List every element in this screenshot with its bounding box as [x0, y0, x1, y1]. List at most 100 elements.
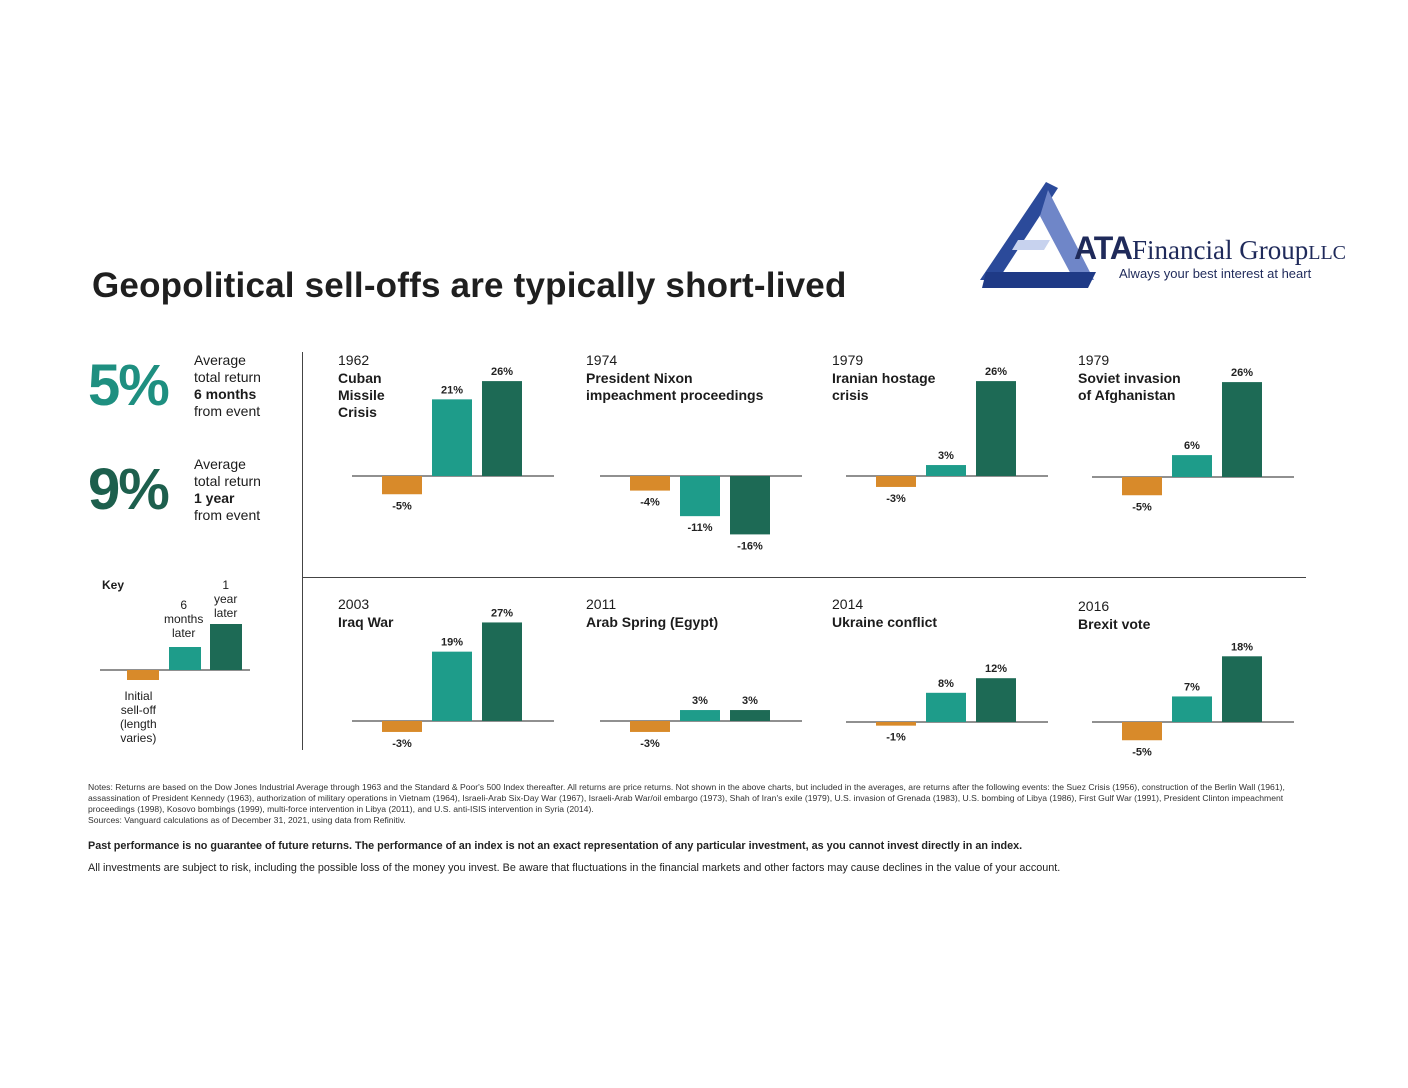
bar-value-label: 26%	[985, 366, 1007, 378]
notes: Notes: Returns are based on the Dow Jone…	[88, 782, 1310, 826]
bar-chart: -1% 8% 12%	[846, 663, 1048, 744]
page-title: Geopolitical sell-offs are typically sho…	[92, 266, 847, 305]
one-year-bar	[482, 622, 522, 721]
event-title-line: Cuban	[338, 370, 382, 386]
selloff-bar	[1122, 722, 1162, 741]
bar-chart: -5% 7% 18%	[1092, 641, 1294, 758]
event-title-line: of Afghanistan	[1078, 387, 1176, 403]
event-chart: 2003 Iraq War -3% 19% 27%	[338, 596, 568, 806]
key-one-year-bar	[210, 624, 242, 670]
bar-value-label: 3%	[692, 695, 708, 707]
selloff-bar	[1122, 477, 1162, 496]
event-year: 1974	[586, 352, 618, 368]
notes-text: Notes: Returns are based on the Dow Jone…	[88, 782, 1285, 814]
bar-value-label: -11%	[687, 522, 712, 534]
bar-value-label: -4%	[640, 497, 660, 509]
event-title-line: crisis	[832, 387, 869, 403]
event-title-line: Arab Spring (Egypt)	[586, 614, 719, 630]
event-title: Soviet invasion of Afghanistan	[1078, 370, 1181, 404]
event-title-line: impeachment proceedings	[586, 387, 764, 403]
event-title-line: Iraq War	[338, 614, 394, 630]
event-title-line: Ukraine conflict	[832, 614, 938, 630]
event-title: Ukraine conflict	[832, 614, 937, 631]
bar-value-label: -5%	[392, 500, 412, 512]
key-six-label: 6 months later	[164, 598, 204, 640]
event-title: Brexit vote	[1078, 616, 1150, 633]
bar-value-label: 26%	[491, 366, 513, 378]
six-month-bar	[680, 476, 720, 517]
event-title-line: Missile	[338, 387, 385, 403]
one-year-bar	[730, 710, 770, 721]
company-logo: ATAFinancial GroupLLC Always your best i…	[978, 180, 1346, 292]
event-year: 2016	[1078, 598, 1110, 614]
vertical-divider	[302, 352, 303, 750]
six-month-bar	[432, 651, 472, 721]
brand-tagline: Always your best interest at heart	[1119, 266, 1312, 281]
key-selloff-bar	[127, 670, 159, 680]
bar-chart: -5% 6% 26%	[1092, 367, 1294, 513]
six-month-bar	[680, 710, 720, 721]
stat-value: 9%	[88, 457, 170, 522]
event-year: 1979	[832, 352, 864, 368]
bar-chart: -3% 3% 3%	[600, 695, 802, 750]
event-chart: 1962 Cuban Missile Crisis -5% 21% 26%	[338, 352, 568, 562]
six-month-bar	[1172, 696, 1212, 722]
six-month-bar	[926, 692, 966, 722]
horizontal-divider	[302, 577, 1306, 578]
key-title: Key	[102, 578, 125, 592]
event-title: Iraq War	[338, 614, 394, 631]
bar-chart: -5% 21% 26%	[352, 366, 554, 512]
event-year: 2011	[586, 596, 617, 612]
bar-chart: -3% 3% 26%	[846, 366, 1048, 505]
bar-value-label: 18%	[1231, 641, 1253, 653]
chart-key: Key Initial sell-off (length varies) 6 month…	[100, 576, 280, 756]
event-year: 2003	[338, 596, 370, 612]
event-chart: 1974 President Nixon impeachment proceedin…	[586, 352, 816, 562]
selloff-bar	[382, 476, 422, 495]
event-chart: 2011 Arab Spring (Egypt) -3% 3% 3%	[586, 596, 816, 806]
bar-chart: -4% -11% -16%	[600, 475, 802, 552]
selloff-bar	[630, 721, 670, 732]
one-year-bar	[482, 381, 522, 476]
event-title-line: Crisis	[338, 404, 377, 420]
key-chart	[100, 624, 250, 680]
selloff-bar	[876, 722, 916, 726]
event-title-line: President Nixon	[586, 370, 693, 386]
key-year-label: 1 year later	[214, 578, 238, 620]
selloff-bar	[630, 476, 670, 491]
one-year-bar	[1222, 382, 1262, 477]
event-title-line: Brexit vote	[1078, 616, 1151, 632]
event-year: 2014	[832, 596, 864, 612]
bar-value-label: 6%	[1184, 440, 1200, 452]
bar-value-label: 3%	[742, 695, 758, 707]
past-performance-disclaimer: Past performance is no guarantee of futu…	[88, 840, 1023, 852]
selloff-bar	[876, 476, 916, 487]
bar-value-label: -5%	[1132, 501, 1152, 513]
bar-value-label: 12%	[985, 663, 1007, 675]
bar-value-label: 3%	[938, 450, 954, 462]
one-year-bar	[976, 678, 1016, 722]
event-chart: 1979 Iranian hostage crisis -3% 3% 26%	[832, 352, 1062, 562]
event-year: 1979	[1078, 352, 1110, 368]
one-year-bar	[976, 381, 1016, 476]
stat-description: Average total return 1 year from event	[194, 456, 261, 523]
risk-disclaimer: All investments are subject to risk, inc…	[88, 862, 1061, 874]
event-chart: 2014 Ukraine conflict -1% 8% 12%	[832, 596, 1062, 806]
key-six-month-bar	[169, 647, 201, 670]
event-chart: 1979 Soviet invasion of Afghanistan -5% 6% 26…	[1078, 352, 1308, 562]
event-chart: 2016 Brexit vote -5% 7% 18%	[1078, 598, 1308, 808]
six-month-bar	[926, 465, 966, 476]
stat-value: 5%	[88, 353, 170, 418]
bar-value-label: -3%	[392, 738, 412, 750]
bar-chart: -3% 19% 27%	[352, 607, 554, 750]
selloff-bar	[382, 721, 422, 732]
event-title-line: Iranian hostage	[832, 370, 936, 386]
event-title: Cuban Missile Crisis	[338, 370, 385, 421]
bar-value-label: 21%	[441, 384, 463, 396]
sources-text: Sources: Vanguard calculations as of Dec…	[88, 815, 406, 825]
six-month-bar	[432, 399, 472, 476]
six-month-bar	[1172, 455, 1212, 477]
key-initial-label: Initial sell-off (length varies)	[120, 689, 157, 745]
event-title-line: Soviet invasion	[1078, 370, 1181, 386]
event-title: President Nixon impeachment proceedings	[586, 370, 763, 404]
